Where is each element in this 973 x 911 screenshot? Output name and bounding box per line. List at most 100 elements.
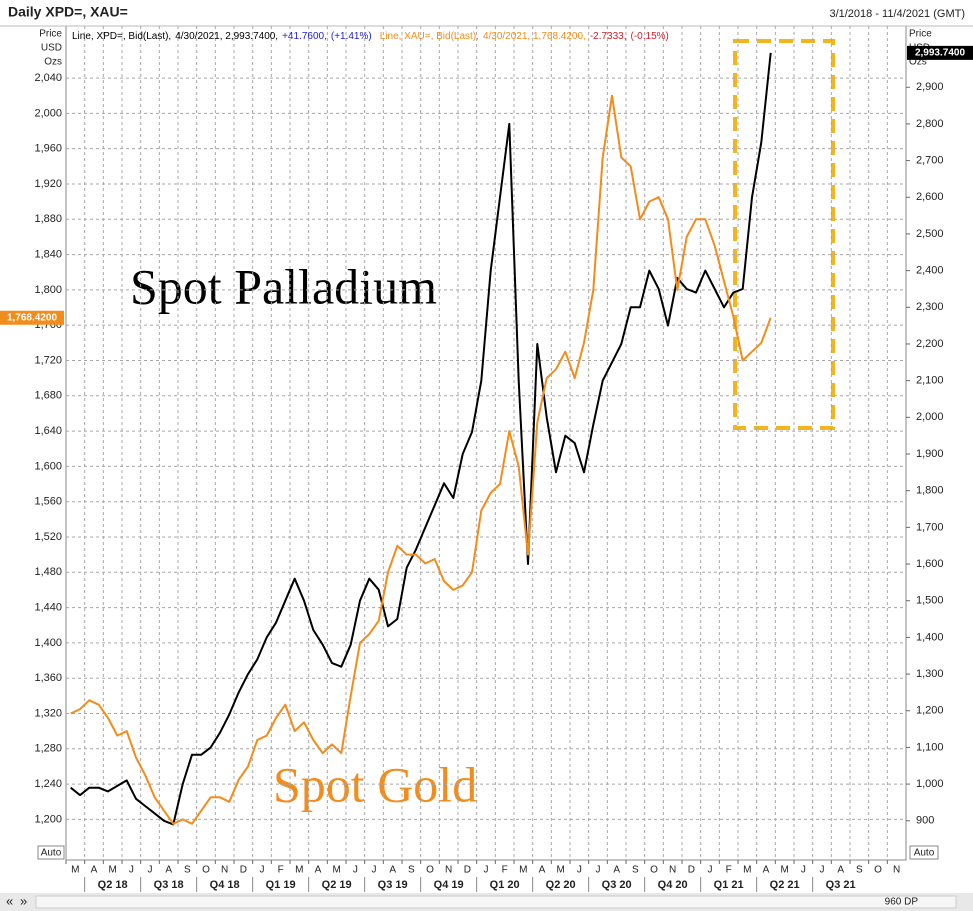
x-tick-label: F — [278, 865, 284, 876]
x-tick-label: M — [743, 865, 751, 876]
last-value-label: 1,768.4200 — [7, 312, 57, 323]
x-tick-label: S — [856, 865, 863, 876]
y2-tick-label: 2,300 — [916, 301, 944, 313]
y-tick-label: 2,000 — [34, 107, 62, 119]
y2-tick-label: 1,800 — [916, 485, 944, 497]
x-tick-label: A — [539, 865, 546, 876]
y2-tick-label: 1,200 — [916, 705, 944, 717]
y-unit-label: Price — [39, 29, 62, 40]
y-tick-label: 2,040 — [34, 72, 62, 84]
y2-tick-label: 900 — [916, 815, 934, 827]
chart-title: Daily XPD=, XAU= — [8, 4, 128, 20]
auto-label[interactable]: Auto — [914, 848, 935, 859]
legend-entry: Line, XAU=, Bid(Last), — [380, 31, 479, 42]
y2-tick-label: 1,400 — [916, 631, 944, 643]
x-tick-label: O — [650, 865, 658, 876]
y2-tick-label: 2,500 — [916, 228, 944, 240]
auto-box[interactable] — [909, 845, 939, 860]
auto-box[interactable] — [37, 845, 65, 860]
legend-entry: Line, XPD=, Bid(Last), — [72, 31, 171, 42]
y-tick-label: 1,320 — [34, 707, 62, 719]
x-tick-label: M — [295, 865, 303, 876]
y2-unit-label: Ozs — [909, 57, 927, 68]
y-tick-label: 1,200 — [34, 813, 62, 825]
x-tick-label: J — [801, 865, 806, 876]
x-tick-label: J — [129, 865, 134, 876]
y-unit-label: Ozs — [44, 57, 62, 68]
x-tick-label: A — [763, 865, 770, 876]
y-tick-label: 1,600 — [34, 460, 62, 472]
scroll-track[interactable] — [35, 895, 957, 909]
quarter-label: Q4 20 — [658, 879, 688, 891]
x-tick-label: F — [502, 865, 508, 876]
x-tick-label: J — [353, 865, 358, 876]
y-tick-label: 1,800 — [34, 284, 62, 296]
y-tick-label: 1,720 — [34, 354, 62, 366]
y-unit-label: USD — [41, 43, 62, 54]
x-tick-label: S — [408, 865, 415, 876]
last-value-flag — [907, 45, 973, 60]
x-tick-label: A — [315, 865, 322, 876]
scroll-right[interactable]: » — [20, 893, 27, 908]
y2-tick-label: 2,800 — [916, 118, 944, 130]
y2-tick-label: 1,000 — [916, 778, 944, 790]
legend-detail: 4/30/2021, 1,768.4200, — [483, 31, 586, 42]
quarter-label: Q3 19 — [378, 879, 408, 891]
x-tick-label: A — [613, 865, 620, 876]
y-tick-label: 1,840 — [34, 248, 62, 260]
x-tick-label: N — [669, 865, 676, 876]
x-tick-label: O — [874, 865, 882, 876]
x-tick-label: O — [202, 865, 210, 876]
annotation: Spot Palladium — [130, 258, 437, 314]
y2-tick-label: 1,900 — [916, 448, 944, 460]
x-tick-label: F — [726, 865, 732, 876]
quarter-label: Q2 21 — [770, 879, 800, 891]
y2-tick-label: 1,100 — [916, 741, 944, 753]
x-tick-label: J — [708, 865, 713, 876]
y-tick-label: 1,400 — [34, 637, 62, 649]
y2-tick-label: 2,200 — [916, 338, 944, 350]
auto-label[interactable]: Auto — [41, 848, 62, 859]
last-value-label: 2,993.7400 — [915, 48, 965, 59]
y-tick-label: 1,240 — [34, 778, 62, 790]
date-range: 3/1/2018 - 11/4/2021 (GMT) — [829, 8, 965, 20]
legend-detail: -2.7333, — [590, 31, 627, 42]
highlight-box — [733, 39, 835, 430]
x-tick-label: J — [260, 865, 265, 876]
x-tick-label: N — [445, 865, 452, 876]
y-tick-label: 1,920 — [34, 178, 62, 190]
y2-tick-label: 2,700 — [916, 155, 944, 167]
y-tick-label: 1,360 — [34, 672, 62, 684]
y2-unit-label: Price — [909, 29, 932, 40]
x-tick-label: A — [91, 865, 98, 876]
x-tick-label: M — [332, 865, 340, 876]
y-tick-label: 1,560 — [34, 496, 62, 508]
y2-tick-label: 2,600 — [916, 191, 944, 203]
y2-tick-label: 1,600 — [916, 558, 944, 570]
quarter-label: Q1 19 — [266, 879, 296, 891]
quarter-label: Q2 18 — [98, 879, 128, 891]
legend-detail: (+1.41%) — [331, 31, 372, 42]
scroll-left[interactable]: « — [6, 893, 13, 908]
series-line — [70, 52, 772, 826]
legend-detail: +41.7600, — [282, 31, 327, 42]
x-tick-label: S — [632, 865, 639, 876]
quarter-label: Q3 18 — [154, 879, 184, 891]
y2-tick-label: 2,000 — [916, 411, 944, 423]
x-tick-label: J — [596, 865, 601, 876]
y-tick-label: 1,960 — [34, 143, 62, 155]
y-tick-label: 1,680 — [34, 390, 62, 402]
y-tick-label: 1,640 — [34, 425, 62, 437]
x-tick-label: A — [837, 865, 844, 876]
last-value-flag — [0, 310, 64, 325]
quarter-label: Q4 19 — [434, 879, 464, 891]
legend-detail: 4/30/2021, 2,993.7400, — [175, 31, 278, 42]
x-tick-label: J — [484, 865, 489, 876]
x-tick-label: M — [108, 865, 116, 876]
x-tick-label: D — [688, 865, 695, 876]
y2-tick-label: 1,700 — [916, 521, 944, 533]
x-tick-label: J — [820, 865, 825, 876]
x-tick-label: N — [893, 865, 900, 876]
